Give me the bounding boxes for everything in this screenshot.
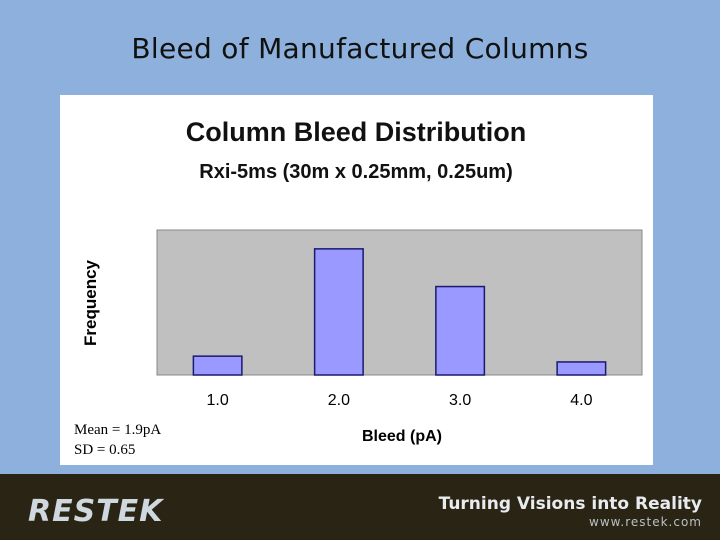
website-url: www.restek.com — [589, 515, 702, 529]
y-axis-label: Frequency — [81, 259, 100, 346]
x-axis-label: Bleed (pA) — [362, 428, 442, 445]
x-tick-labels: 1.0 2.0 3.0 4.0 — [207, 392, 593, 409]
bar-3.0 — [435, 285, 486, 376]
column-bleed-chart: Column Bleed Distribution Rxi-5ms (30m x… — [81, 117, 643, 445]
bar-series — [192, 248, 607, 376]
bar-4.0 — [556, 361, 607, 376]
summary-stats: Mean = 1.9pA SD = 0.65 — [74, 420, 161, 460]
x-tick-label: 1.0 — [207, 392, 229, 409]
restek-logo: RESTEK — [28, 494, 164, 529]
x-tick-label: 3.0 — [449, 392, 471, 409]
slide-title: Bleed of Manufactured Columns — [131, 32, 589, 65]
chart-title: Column Bleed Distribution — [186, 117, 527, 147]
chart-subtitle: Rxi-5ms (30m x 0.25mm, 0.25um) — [199, 161, 513, 183]
tagline: Turning Visions into Reality — [438, 494, 702, 514]
bar-2.0 — [313, 248, 364, 376]
chart-panel: Column Bleed Distribution Rxi-5ms (30m x… — [60, 95, 653, 465]
bar-1.0 — [192, 355, 243, 376]
x-tick-label: 4.0 — [570, 392, 592, 409]
plot-area — [156, 229, 643, 376]
mean-text: Mean = 1.9pA — [74, 422, 162, 438]
footer-bar: RESTEK Turning Visions into Reality www.… — [0, 474, 720, 540]
x-tick-label: 2.0 — [328, 392, 350, 409]
sd-text: SD = 0.65 — [74, 442, 136, 458]
